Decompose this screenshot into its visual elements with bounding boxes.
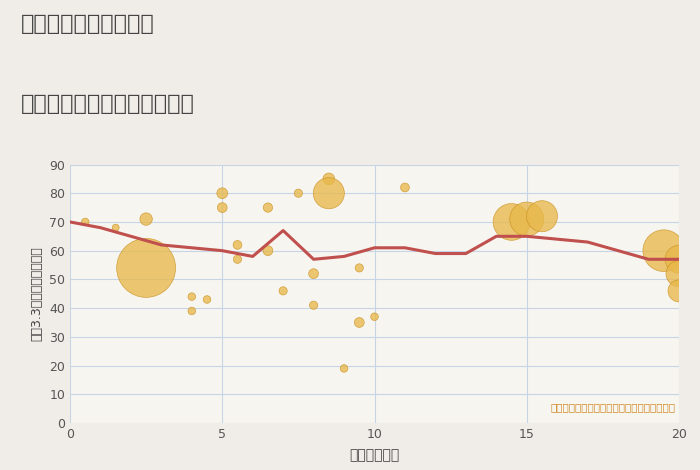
Point xyxy=(399,184,410,191)
Text: 三重県松阪市田村町の: 三重県松阪市田村町の xyxy=(21,14,155,34)
Point xyxy=(110,224,121,231)
Point xyxy=(308,270,319,277)
Point xyxy=(673,287,685,295)
Point xyxy=(217,189,228,197)
X-axis label: 駅距離（分）: 駅距離（分） xyxy=(349,448,400,462)
Point xyxy=(354,264,365,272)
Point xyxy=(339,365,350,372)
Text: 駅距離別中古マンション価格: 駅距離別中古マンション価格 xyxy=(21,94,195,114)
Point xyxy=(506,218,517,226)
Point xyxy=(277,287,289,295)
Point xyxy=(536,212,547,220)
Point xyxy=(262,204,274,212)
Point xyxy=(232,241,243,249)
Point xyxy=(232,256,243,263)
Point xyxy=(369,313,380,321)
Point xyxy=(673,270,685,277)
Point xyxy=(141,264,152,272)
Point xyxy=(262,247,274,254)
Point xyxy=(354,319,365,326)
Point xyxy=(521,215,532,223)
Point xyxy=(323,175,335,183)
Point xyxy=(308,301,319,309)
Point xyxy=(141,215,152,223)
Point xyxy=(673,256,685,263)
Text: 円の大きさは、取引のあった物件面積を示す: 円の大きさは、取引のあった物件面積を示す xyxy=(551,403,676,413)
Point xyxy=(186,307,197,315)
Point xyxy=(202,296,213,303)
Point xyxy=(217,204,228,212)
Point xyxy=(323,189,335,197)
Y-axis label: 坪（3.3㎡）単価（万円）: 坪（3.3㎡）単価（万円） xyxy=(31,246,43,341)
Point xyxy=(293,189,304,197)
Point xyxy=(186,293,197,300)
Point xyxy=(658,247,669,254)
Point xyxy=(80,218,91,226)
